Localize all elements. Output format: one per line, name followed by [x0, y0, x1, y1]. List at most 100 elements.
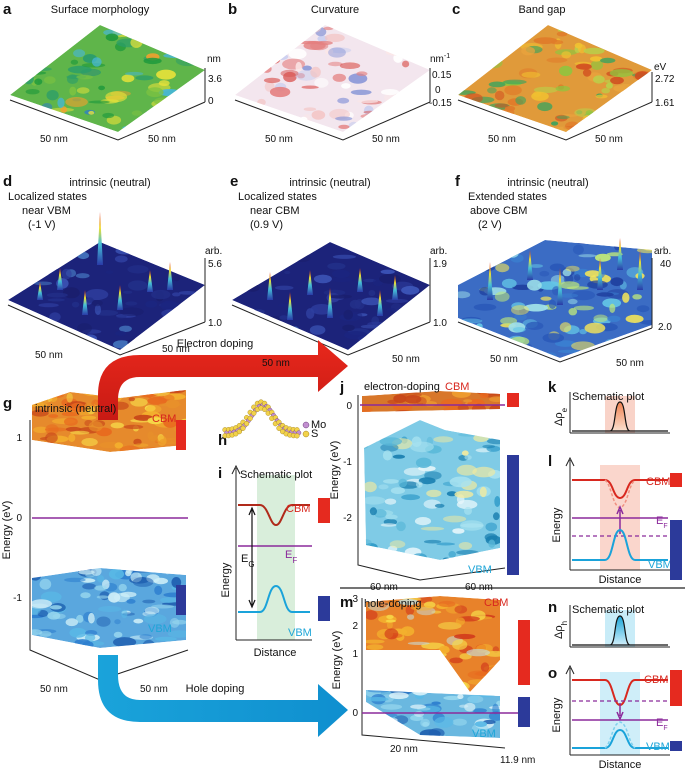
surface-blob [242, 330, 263, 334]
surface-blob [241, 267, 249, 271]
surface-spike [117, 285, 123, 310]
ef-sub: F [292, 556, 297, 565]
note: (2 V) [478, 219, 502, 231]
surface-blob [610, 277, 624, 287]
surface-blob [443, 515, 467, 523]
surface-blob [147, 396, 167, 405]
axis-label: 50 nm [40, 684, 68, 695]
surface-blob [153, 97, 172, 106]
surface-blob [185, 57, 203, 65]
vbm-bar [176, 585, 186, 615]
surface-blob [44, 264, 58, 275]
surface-blob [394, 679, 408, 689]
surface-blob [366, 650, 375, 661]
panel-label: h [218, 432, 227, 449]
surface-blob [324, 33, 345, 43]
surface-blob [65, 618, 79, 627]
surface-blob [273, 25, 287, 30]
surface-blob [39, 390, 57, 397]
surface-blob [381, 89, 399, 96]
surface-blob [459, 318, 483, 324]
surface-blob [75, 273, 90, 279]
surface-blob [385, 514, 398, 520]
surface-blob [378, 484, 389, 490]
surface-blob [350, 89, 372, 96]
surface-blob [178, 291, 197, 295]
atom [251, 410, 257, 416]
surface-blob [612, 46, 619, 52]
surface-blob [557, 349, 580, 353]
surface-blob [484, 248, 508, 258]
frame [457, 321, 653, 363]
surface-blob [426, 489, 442, 498]
surface-blob [178, 260, 200, 270]
surface-blob [506, 34, 517, 44]
surface-blob [163, 417, 178, 428]
vbm-label: VBM [646, 741, 670, 753]
surface-blob [46, 90, 59, 101]
surface-blob [419, 729, 441, 738]
surface-blob [175, 55, 200, 67]
surface-blob [119, 325, 132, 332]
surface-blob [131, 569, 151, 573]
surface-blob [8, 335, 21, 340]
surface-blob [636, 116, 648, 124]
surface-blob [94, 304, 101, 316]
surface-blob [151, 604, 175, 609]
surface-blob [74, 639, 91, 646]
cbm-bar [176, 420, 186, 450]
surface-blob [145, 111, 155, 115]
surface-blob [76, 614, 84, 623]
surface-blob [379, 437, 402, 446]
surface-blob [398, 392, 422, 398]
surface-blob [116, 314, 127, 319]
surface-blob [17, 112, 41, 116]
surface-blob [394, 106, 412, 114]
ylabel-main: Δρ [553, 625, 565, 639]
tick-label: 1 [352, 649, 358, 660]
tick-label: 2.0 [658, 322, 672, 333]
surface-blob [188, 86, 205, 93]
surface-blob [42, 638, 55, 648]
surface-blob [60, 106, 68, 113]
surface-blob [366, 666, 382, 673]
surface-spike [377, 290, 383, 316]
surface-blob [559, 281, 580, 289]
surface-blob [38, 303, 59, 308]
surface-blob [487, 666, 500, 675]
surface-blob [115, 330, 127, 336]
surface-blob [424, 539, 442, 544]
surface-blob [498, 121, 506, 130]
surface-blob [362, 406, 373, 412]
surface-blob [18, 242, 42, 247]
axes [569, 605, 670, 648]
surface-blob [410, 704, 426, 709]
surface-blob [280, 69, 299, 77]
surface-blob [482, 341, 495, 348]
surface-blob [454, 605, 468, 614]
surface-blob [191, 81, 200, 90]
surface-blob [132, 390, 148, 395]
surface-blob [388, 117, 413, 128]
surface-blob [125, 301, 138, 306]
surface-blob [380, 704, 403, 710]
eg-main: E [241, 553, 248, 565]
surface-blob [398, 671, 412, 683]
surface-blob [634, 71, 651, 81]
surface-blob [466, 648, 491, 657]
surface-blob [550, 40, 564, 45]
surface-blob [143, 57, 162, 65]
surface-blob [555, 85, 570, 92]
surface-blob [8, 282, 19, 288]
surface-blob [407, 614, 415, 620]
surface-blob [69, 627, 87, 638]
surface-blob [130, 398, 148, 407]
surface-blob [360, 113, 381, 119]
surface-blob [571, 341, 595, 351]
surface-blob [182, 85, 198, 95]
surface-blob [479, 392, 489, 399]
surface-blob [470, 54, 490, 59]
surface-blob [632, 294, 642, 300]
y-axis-label: Energy [220, 562, 232, 597]
